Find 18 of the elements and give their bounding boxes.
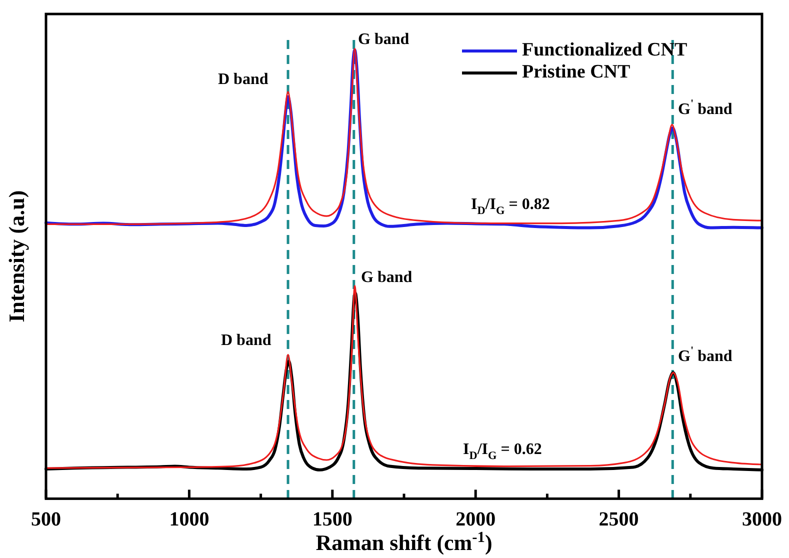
annotation: I$_{D}$/I$_{G}$ = 0.62	[463, 440, 542, 462]
legend-label: Functionalized CNT	[522, 39, 688, 60]
x-tick-label: 1000	[169, 508, 210, 531]
annotation: D band	[218, 70, 268, 88]
x-axis-title: Raman shift (cm$^{-1}$)	[316, 528, 492, 555]
x-tick-label: 3000	[742, 508, 782, 531]
annotation: G$^{'}$ band	[678, 344, 732, 365]
annotation: D band	[221, 332, 272, 349]
legend-label: Pristine CNT	[522, 61, 631, 82]
x-tick-label: 500	[31, 508, 61, 531]
y-axis-title: Intensity (a.u)	[4, 190, 29, 322]
annotation: I$_{D}$/I$_{G}$ = 0.82	[471, 196, 550, 217]
text: G band	[358, 30, 410, 48]
x-tick-label: 2500	[598, 508, 639, 531]
annotation: G band	[361, 268, 412, 286]
x-tick-label: 2000	[456, 508, 496, 531]
x-tick-label: 1500	[312, 508, 352, 531]
annotation: G$^{'}$ band	[678, 98, 732, 118]
